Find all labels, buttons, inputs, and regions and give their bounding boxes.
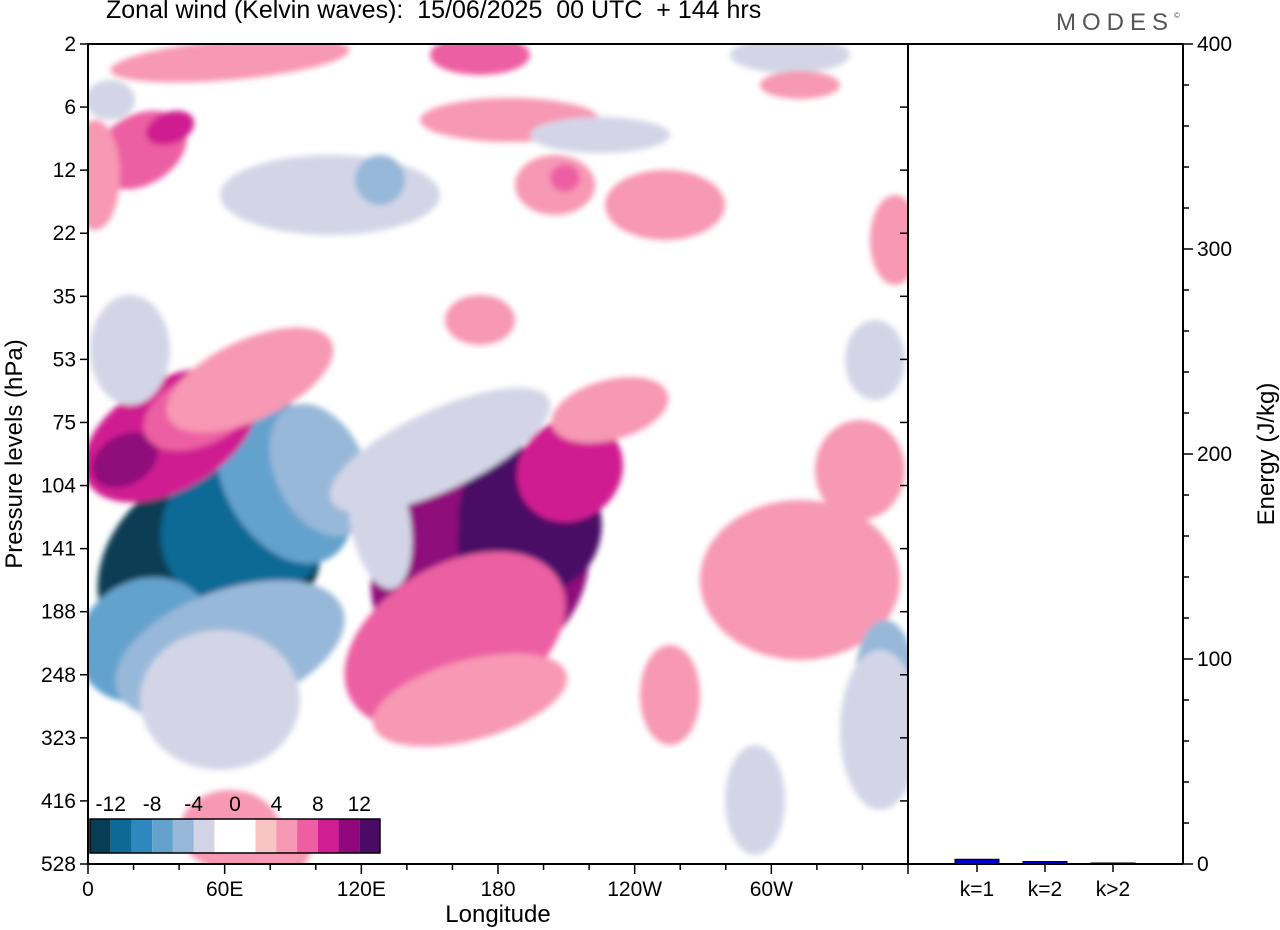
wind-anomaly-blob xyxy=(725,745,785,855)
x-tick-label: 180 xyxy=(480,878,515,901)
y-tick-label: 248 xyxy=(41,664,76,687)
colorbar-swatch xyxy=(338,819,360,853)
category-label: k>2 xyxy=(1096,878,1130,901)
energy-tick-label: 200 xyxy=(1197,443,1232,466)
wind-anomaly-blob xyxy=(845,320,905,400)
wind-anomaly-blob xyxy=(815,420,905,520)
energy-bar-chart: 0 100 200 300 400 k=1 k=2 k>2 xyxy=(908,33,1232,901)
y-tick-label: 22 xyxy=(53,222,76,245)
wind-anomaly-blob xyxy=(145,110,195,146)
colorbar-swatch xyxy=(110,819,132,853)
energy-bar xyxy=(954,858,1000,865)
y-tick-label: 141 xyxy=(41,538,76,561)
wind-anomaly-blob xyxy=(870,195,908,285)
wind-anomaly-blob xyxy=(88,80,135,120)
wind-anomaly-blob xyxy=(760,71,840,99)
colorbar-swatch xyxy=(193,819,215,853)
colorbar-swatch xyxy=(276,819,298,853)
colorbar-swatch xyxy=(235,819,256,853)
wind-anomaly-blob xyxy=(166,327,334,433)
colorbar-swatch xyxy=(172,819,194,853)
colorbar-tick-label: 8 xyxy=(312,793,324,816)
wind-anomaly-blob xyxy=(700,500,900,660)
y-tick-label: 75 xyxy=(53,411,76,434)
colorbar-tick-label: -4 xyxy=(184,793,203,816)
wind-anomaly-blob xyxy=(605,170,725,240)
heatmap-field xyxy=(88,44,908,864)
y-tick-label: 53 xyxy=(53,348,76,371)
energy-bar xyxy=(1022,861,1068,865)
y-tick-label: 35 xyxy=(53,285,76,308)
wind-anomaly-blob xyxy=(355,155,405,205)
brand-logo: MODES© xyxy=(1056,9,1180,37)
y-tick-label: 416 xyxy=(41,790,76,813)
energy-tick-label: 100 xyxy=(1197,648,1232,671)
colorbar-tick-label: 4 xyxy=(271,793,283,816)
energy-tick-label: 400 xyxy=(1197,33,1232,56)
y-tick-label: 104 xyxy=(41,475,76,498)
wind-anomaly-blob xyxy=(92,432,158,488)
y-tick-label: 528 xyxy=(41,853,76,876)
y-tick-label: 6 xyxy=(64,96,76,119)
x-tick-label: 120W xyxy=(607,878,662,901)
wind-anomaly-blob xyxy=(348,450,412,590)
category-label: k=1 xyxy=(960,878,994,901)
brand-mark: © xyxy=(1174,11,1180,20)
colorbar-swatch xyxy=(214,819,235,853)
brand-text: MODES xyxy=(1056,9,1175,36)
colorbar-tick-label: 0 xyxy=(229,793,241,816)
colorbar-swatch xyxy=(255,819,277,853)
y-tick-label: 12 xyxy=(53,159,76,182)
wind-anomaly-blob xyxy=(530,117,670,153)
wind-anomaly-blob xyxy=(550,164,580,192)
colorbar-swatch xyxy=(152,819,173,853)
heatmap-plot xyxy=(88,44,908,864)
colorbar-swatch xyxy=(90,819,111,853)
colorbar-swatch xyxy=(317,819,339,853)
colorbar-swatch xyxy=(297,819,318,853)
category-label: k=2 xyxy=(1028,878,1062,901)
wind-anomaly-blob xyxy=(372,653,568,747)
x-tick-label: 120E xyxy=(337,878,386,901)
wind-anomaly-blob xyxy=(430,44,530,75)
colorbar-swatch xyxy=(131,819,153,853)
chart-title: Zonal wind (Kelvin waves): 15/06/2025 00… xyxy=(106,0,762,24)
wind-anomaly-blob xyxy=(640,645,700,745)
colorbar-swatch xyxy=(359,819,380,853)
y-tick-label: 188 xyxy=(41,601,76,624)
x-tick-label: 60E xyxy=(206,878,243,901)
y-tick-label: 2 xyxy=(64,33,76,56)
wind-anomaly-blob xyxy=(445,295,515,345)
colorbar: -12 -8 -4 0 4 8 12 xyxy=(89,793,381,854)
y-axis-label: Pressure levels (hPa) xyxy=(1,339,28,568)
wind-anomaly-blob xyxy=(551,377,669,443)
colorbar-frame xyxy=(89,818,381,854)
energy-tick-label: 0 xyxy=(1197,853,1209,876)
wind-anomaly-blob xyxy=(90,295,170,405)
x-tick-label: 0 xyxy=(82,878,94,901)
wind-anomaly-blob xyxy=(730,44,850,73)
energy-bar xyxy=(1090,862,1136,865)
colorbar-tick-label: 12 xyxy=(348,793,371,816)
x-axis-label: Longitude xyxy=(445,901,550,928)
colorbar-tick-label: -12 xyxy=(96,793,126,816)
energy-tick-label: 300 xyxy=(1197,238,1232,261)
wind-anomaly-blob xyxy=(110,44,350,83)
colorbar-tick-label: -8 xyxy=(143,793,162,816)
energy-axis-label: Energy (J/kg) xyxy=(1253,383,1280,526)
wind-anomaly-blob xyxy=(88,120,120,230)
wind-anomaly-blob xyxy=(140,630,300,770)
wind-anomaly-blob xyxy=(517,417,623,523)
wind-anomaly-blob xyxy=(220,155,440,235)
x-tick-label: 60W xyxy=(750,878,793,901)
y-tick-label: 323 xyxy=(41,727,76,750)
wind-anomaly-blob xyxy=(840,650,908,810)
